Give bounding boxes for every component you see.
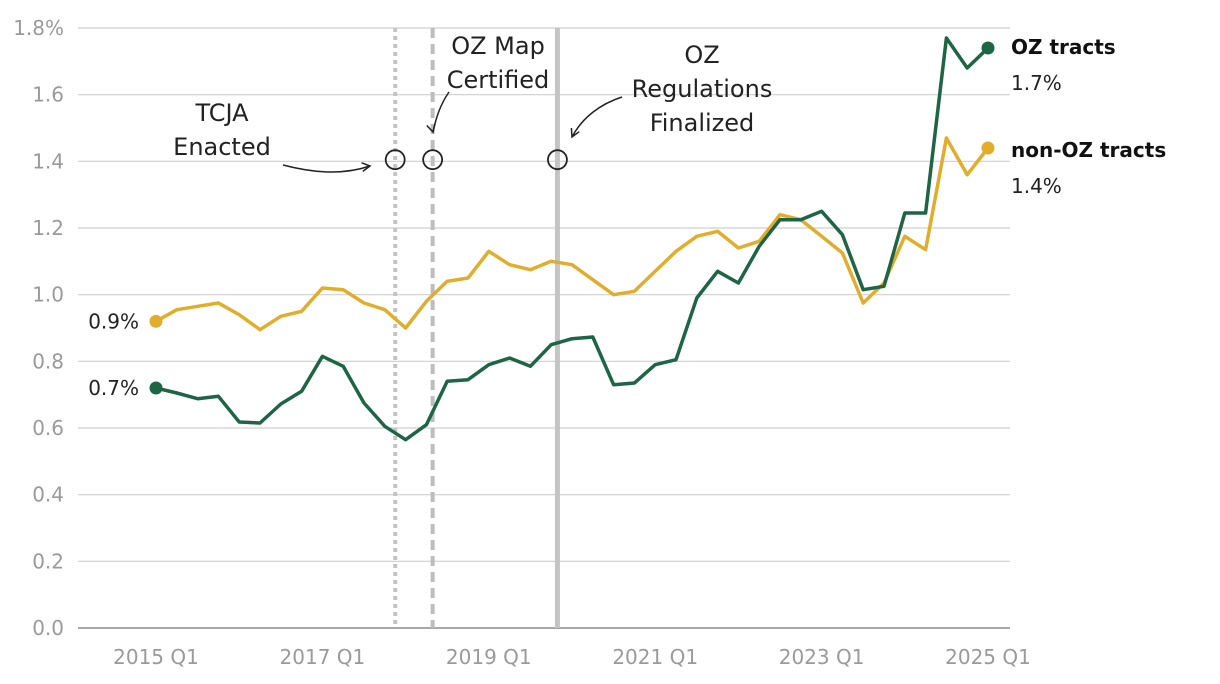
event-label-line: TCJA (194, 99, 249, 127)
annotation-arrowhead (361, 162, 372, 172)
series-end-name: non-OZ tracts (1011, 138, 1166, 162)
grid-layer: 1.8% 1.6 1.4 1.2 1.0 0.8 0.6 0.4 0.2 0.0 2015 Q1 20… (13, 16, 1031, 669)
x-tick-label: 2017 Q1 (280, 645, 366, 669)
annotations-layer: TCJA Enacted OZ Map Certified OZ Regulations F… (173, 32, 773, 173)
series-start-label: 0.9% (88, 309, 139, 333)
event-lines-layer (393, 28, 560, 628)
y-tick-label: 0.8 (32, 349, 64, 373)
x-tick-label: 2019 Q1 (446, 645, 532, 669)
labels-layer: 0.9% 0.7% non-OZ tracts 1.4% OZ tracts 1.7% (88, 35, 1166, 400)
event-marker-circle (547, 149, 568, 171)
annotation-arrowhead (570, 127, 580, 139)
y-tick-label: 0.6 (32, 416, 64, 440)
series-end-value: 1.4% (1011, 174, 1062, 198)
series-end-point (981, 41, 995, 55)
event-label-line: Enacted (173, 133, 271, 161)
annotation-arrow (282, 164, 371, 173)
series-end-name: OZ tracts (1011, 35, 1116, 59)
series-layer (149, 36, 995, 442)
event-label-line: Certified (447, 66, 550, 94)
y-tick-label: 1.6 (32, 83, 64, 107)
y-tick-label: 0.4 (32, 483, 64, 507)
y-tick-label: 0.0 (32, 616, 64, 640)
series-end-value: 1.7% (1011, 71, 1062, 95)
series-start-point (149, 381, 163, 395)
annotation-arrow (432, 91, 450, 133)
series-line-non-oz (154, 136, 990, 332)
x-tick-label: 2025 Q1 (945, 645, 1031, 669)
x-tick-label: 2015 Q1 (113, 645, 199, 669)
event-label-line: OZ Map (451, 32, 545, 60)
series-end-point (981, 141, 995, 155)
series-line-oz (154, 36, 990, 442)
series-start-label: 0.7% (88, 376, 139, 400)
y-tick-label: 1.8% (13, 16, 64, 40)
event-marker-circle (422, 149, 444, 171)
annotation-arrowhead (426, 123, 436, 134)
event-marker-circle (384, 149, 406, 171)
y-tick-label: 1.0 (32, 283, 64, 307)
x-tick-label: 2023 Q1 (779, 645, 865, 669)
series-start-point (149, 314, 163, 328)
event-label-line: OZ (684, 41, 719, 69)
y-tick-label: 1.4 (32, 149, 64, 173)
y-tick-label: 0.2 (32, 549, 64, 573)
x-tick-label: 2021 Q1 (612, 645, 698, 669)
annotation-arrow (571, 96, 623, 138)
event-label-line: Regulations (632, 75, 773, 103)
event-label-line: Finalized (650, 109, 755, 137)
y-tick-label: 1.2 (32, 216, 64, 240)
